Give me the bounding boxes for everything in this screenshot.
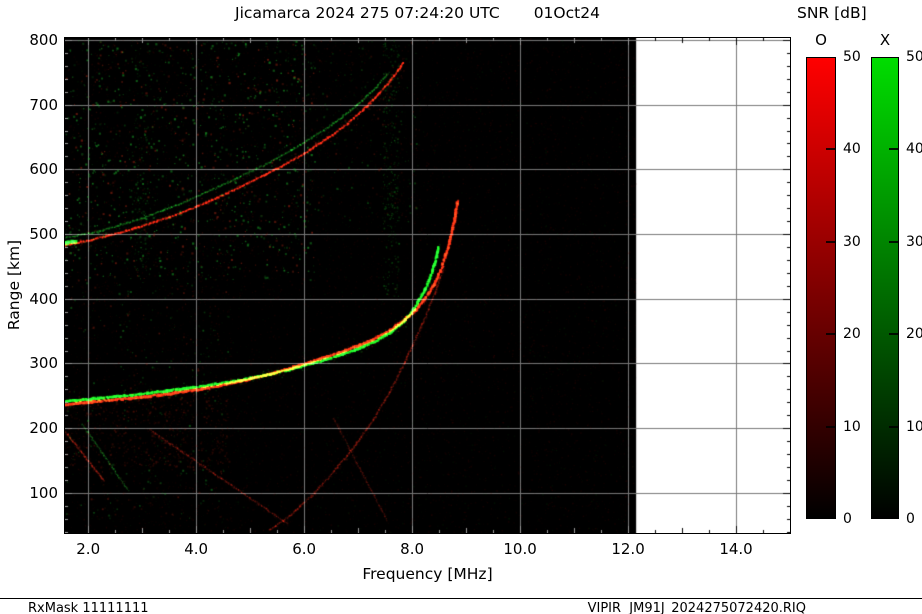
y-tick-label: 200 bbox=[29, 419, 58, 438]
x-tick-label: 14.0 bbox=[719, 540, 753, 558]
colorbar-tick-label: 30 bbox=[843, 233, 861, 250]
y-tick-label: 500 bbox=[29, 225, 58, 244]
x-tick-label: 10.0 bbox=[503, 540, 537, 558]
colorbar-tick-dash bbox=[889, 148, 898, 151]
colorbar-tick-dash bbox=[889, 240, 898, 243]
colorbar-tick-label: 20 bbox=[843, 326, 861, 343]
colorbar-label-X: X bbox=[879, 31, 891, 49]
colorbar-tick-label: 10 bbox=[843, 418, 861, 435]
colorbar-tick-label: 20 bbox=[906, 326, 922, 343]
colorbar-title: SNR [dB] bbox=[797, 4, 867, 22]
colorbar-tick-label: 30 bbox=[906, 233, 922, 250]
colorbar-tick-dash bbox=[826, 333, 835, 336]
title-date: 01Oct24 bbox=[533, 4, 600, 22]
y-axis-label: Range [km] bbox=[5, 239, 23, 331]
title-main: Jicamarca 2024 275 07:24:20 UTC bbox=[235, 4, 500, 22]
plot-title: Jicamarca 2024 275 07:24:20 UTC 01Oct24 bbox=[0, 4, 835, 22]
colorbar-tick-label: 50 bbox=[906, 49, 922, 65]
y-tick-label: 800 bbox=[29, 30, 58, 49]
x-tick-label: 6.0 bbox=[292, 540, 317, 558]
colorbar-tick-dash bbox=[826, 425, 835, 428]
rxmask-text: RxMask 11111111 bbox=[28, 601, 149, 614]
x-tick-label: 8.0 bbox=[400, 540, 425, 558]
colorbar-tick-label: 40 bbox=[906, 141, 922, 158]
colorbar-tick-label: 40 bbox=[843, 141, 861, 158]
colorbar-tick-label: 0 bbox=[843, 511, 852, 527]
colorbar-tick-dash bbox=[826, 148, 835, 151]
plot-area bbox=[64, 37, 791, 534]
y-tick-label: 100 bbox=[29, 483, 58, 502]
colorbar-tick-label: 0 bbox=[906, 511, 915, 527]
colorbar-tick-dash bbox=[889, 333, 898, 336]
y-tick-label: 700 bbox=[29, 95, 58, 114]
colorbar-gradient-X bbox=[871, 57, 899, 519]
x-tick-label: 12.0 bbox=[611, 540, 645, 558]
file-name-text: VIPIR JM91J_2024275072420.RIQ bbox=[587, 601, 806, 614]
colorbar-label-O: O bbox=[815, 31, 827, 49]
colorbar-tick-dash bbox=[889, 425, 898, 428]
footer-divider bbox=[0, 598, 922, 599]
colorbar-tick-dash bbox=[826, 240, 835, 243]
x-tick-label: 2.0 bbox=[76, 540, 101, 558]
x-tick-label: 4.0 bbox=[184, 540, 209, 558]
x-axis-label: Frequency [MHz] bbox=[362, 565, 493, 583]
y-tick-label: 600 bbox=[29, 160, 58, 179]
y-tick-label: 400 bbox=[29, 289, 58, 308]
ionogram-canvas[interactable] bbox=[65, 38, 790, 533]
y-tick-label: 300 bbox=[29, 354, 58, 373]
colorbar-tick-label: 50 bbox=[843, 49, 861, 65]
colorbar-gradient-O bbox=[806, 57, 836, 519]
colorbar-tick-label: 10 bbox=[906, 418, 922, 435]
